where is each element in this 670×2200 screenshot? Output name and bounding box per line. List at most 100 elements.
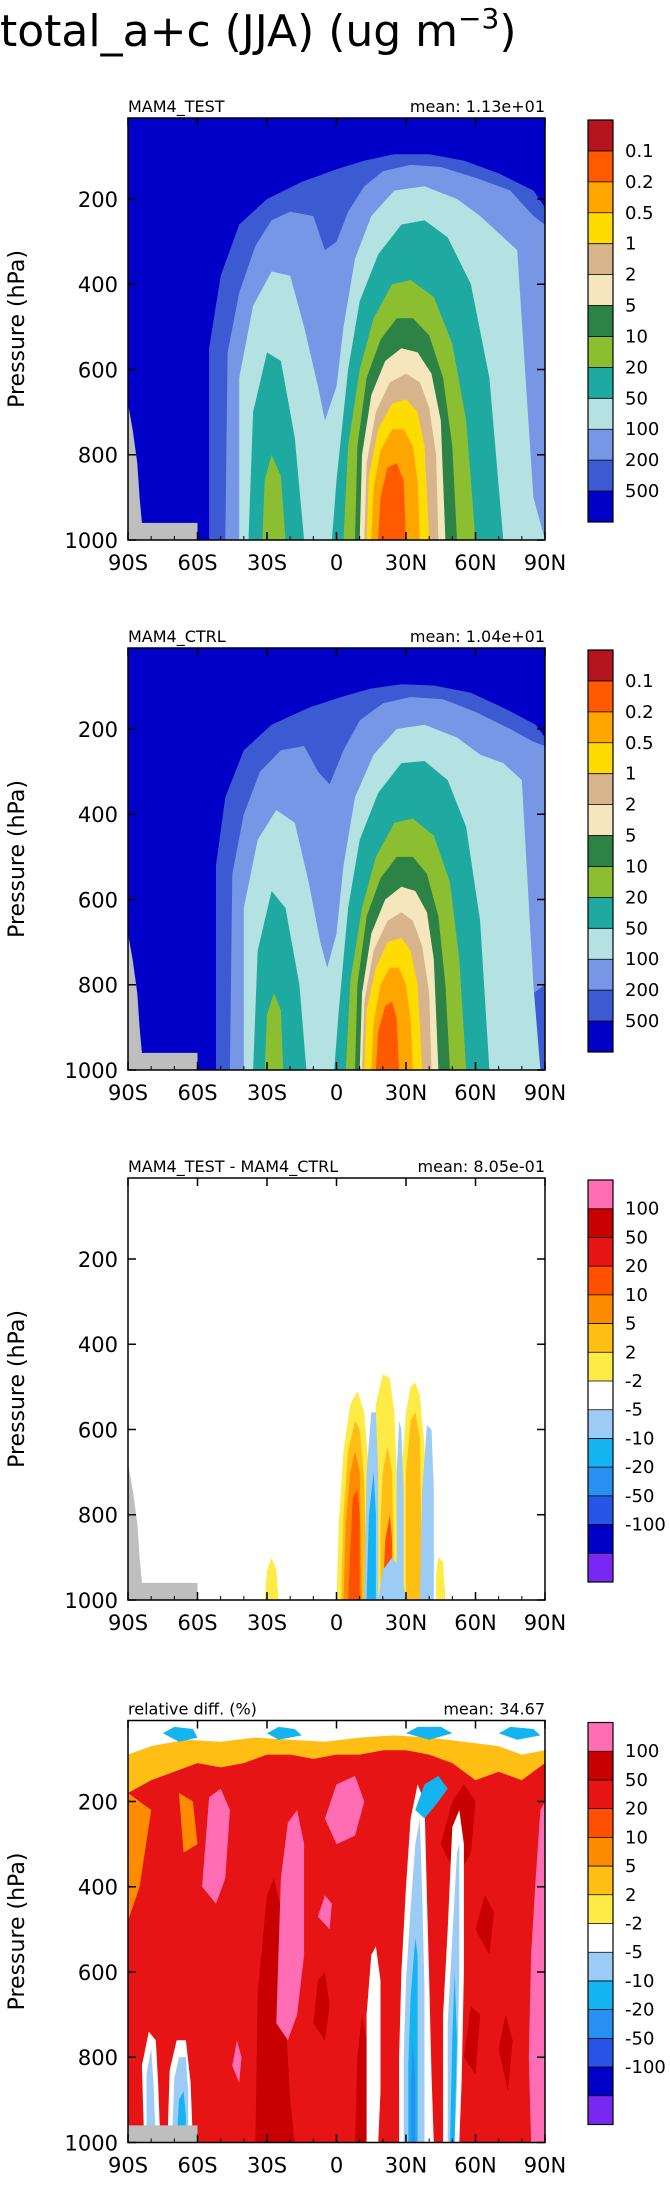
p3-title-left: relative diff. (%) xyxy=(128,1700,257,1719)
p3-contour-region-3 xyxy=(267,1726,302,1740)
panel-mam4-ctrl: 90S 60S 30S 0 30N 60N 90N 200 400 600 800 1000 Press… xyxy=(5,630,659,1105)
p2-colorbar-label-9: -20 xyxy=(625,1457,654,1478)
p3-contour-region-16 xyxy=(276,1810,305,2041)
p2-contour-field xyxy=(128,1178,545,1600)
p1-colorbar-label-0: 0.1 xyxy=(625,671,654,692)
p2-x-tick-label-4: 30N xyxy=(385,1611,427,1635)
p2-colorbar-swatch-13 xyxy=(588,1180,613,1210)
p0-colorbar-label-5: 5 xyxy=(625,296,636,317)
p2-x-tick-label-1: 60S xyxy=(177,1611,217,1635)
p2-contour-region-3 xyxy=(264,1557,279,1600)
p2-contour-region-14 xyxy=(419,1425,434,1600)
panel-relative-difference: 90S 60S 30S 0 30N 60N 90N 200 400 600 800 1000 Press… xyxy=(5,1700,666,2178)
p1-colorbar-label-9: 100 xyxy=(625,949,659,970)
p0-colorbar-swatch-5 xyxy=(588,336,613,368)
p2-colorbar-swatch-5 xyxy=(588,1409,613,1439)
p3-colorbar-label-4: 5 xyxy=(625,1856,636,1877)
p2-colorbar-label-2: 20 xyxy=(625,1256,648,1277)
p2-colorbar-swatch-12 xyxy=(588,1208,613,1238)
p2-colorbar-label-0: 100 xyxy=(625,1199,659,1220)
p2-x-tick-label-6: 90N xyxy=(524,1611,566,1635)
p2-contour-region-15 xyxy=(378,1557,406,1600)
p2-y-tick-label-2: 600 xyxy=(78,1418,118,1442)
p2-y-axis-label: Pressure (hPa) xyxy=(5,1310,30,1468)
p3-contour-region-14 xyxy=(498,2014,513,2092)
p0-y-tick-label-3: 800 xyxy=(78,444,118,468)
p2-colorbar-swatch-11 xyxy=(588,1237,613,1267)
p2-colorbar-label-10: -50 xyxy=(625,1486,654,1507)
p1-colorbar-frame xyxy=(587,649,614,1053)
p2-contour-region-12 xyxy=(366,1472,376,1600)
p0-colorbar-label-2: 0.5 xyxy=(625,203,654,224)
p3-contour-region-23 xyxy=(366,1946,381,2143)
p3-y-tick-label-4: 1000 xyxy=(65,2132,118,2156)
p1-x-tick-label-3: 0 xyxy=(330,1081,343,1105)
p1-y-tick-label-3: 800 xyxy=(78,974,118,998)
p0-colorbar-label-0: 0.1 xyxy=(625,141,654,162)
p3-x-tick-label-1: 60S xyxy=(177,2154,217,2178)
p1-colorbar-label-8: 50 xyxy=(625,918,648,939)
p3-colorbar-label-3: 10 xyxy=(625,1827,648,1848)
p1-colorbar-label-11: 500 xyxy=(625,1011,659,1032)
p2-colorbar-label-3: 10 xyxy=(625,1285,648,1306)
p1-y-tick-label-1: 400 xyxy=(78,803,118,827)
p3-contour-region-8 xyxy=(255,1878,295,2143)
p0-colorbar-frame xyxy=(587,119,614,523)
p3-contour-region-31 xyxy=(450,1972,457,2143)
p0-contour-region-10 xyxy=(378,463,406,540)
p3-colorbar-swatch-1 xyxy=(588,2067,613,2097)
p1-colorbar-label-7: 20 xyxy=(625,887,648,908)
p3-contour-region-12 xyxy=(475,1895,494,1955)
p0-colorbar-label-1: 0.2 xyxy=(625,172,654,193)
p2-colorbar-swatch-6 xyxy=(588,1381,613,1411)
p0-x-tick-label-1: 60S xyxy=(177,551,217,575)
p3-colorbar-label-7: -5 xyxy=(625,1942,643,1963)
p0-x-tick-label-5: 60N xyxy=(454,551,496,575)
p3-colorbar-label-10: -50 xyxy=(625,2028,654,2049)
p2-x-tick-label-0: 90S xyxy=(108,1611,148,1635)
p1-colorbar-swatch-9 xyxy=(588,742,613,774)
p3-colorbar-swatch-4 xyxy=(588,1980,613,2010)
p0-colorbar-swatch-1 xyxy=(588,460,613,492)
p2-colorbar-label-11: -100 xyxy=(625,1515,666,1536)
p2-x-tick-label-5: 60N xyxy=(454,1611,496,1635)
p3-colorbar-label-8: -10 xyxy=(625,1971,654,1992)
p1-colorbar-label-6: 10 xyxy=(625,856,648,877)
p3-contour-region-17 xyxy=(324,1775,365,1845)
p3-colorbar-swatch-10 xyxy=(588,1808,613,1838)
p2-missing-data-region xyxy=(128,1463,198,1600)
p1-y-tick-label-4: 1000 xyxy=(65,1059,118,1083)
p3-x-tick-label-2: 30S xyxy=(247,2154,287,2178)
p2-contour-region-7 xyxy=(406,1412,423,1600)
p3-y-axis-label: Pressure (hPa) xyxy=(5,1853,30,2011)
p0-colorbar-label-8: 50 xyxy=(625,388,648,409)
p2-colorbar-label-4: 5 xyxy=(625,1314,636,1335)
p3-colorbar-label-5: 2 xyxy=(625,1885,636,1906)
p2-contour-region-4 xyxy=(436,1557,446,1600)
p0-y-tick-label-0: 200 xyxy=(78,188,118,212)
p1-y-tick-label-2: 600 xyxy=(78,888,118,912)
p2-colorbar-swatch-9 xyxy=(588,1294,613,1324)
svg-text:total_a+c (JJA) (ug m−3): total_a+c (JJA) (ug m−3) xyxy=(0,2,517,57)
p1-colorbar-swatch-6 xyxy=(588,835,613,867)
p1-x-tick-label-5: 60N xyxy=(454,1081,496,1105)
p3-colorbar-swatch-7 xyxy=(588,1894,613,1924)
p0-missing-data-region xyxy=(128,403,198,540)
p3-colorbar-label-2: 20 xyxy=(625,1799,648,1820)
p2-colorbar-label-6: -2 xyxy=(625,1371,643,1392)
p0-colorbar-label-3: 1 xyxy=(625,234,636,255)
p3-contour-region-13 xyxy=(463,2006,481,2075)
p1-missing-data-region xyxy=(128,933,198,1070)
p3-y-tick-label-1: 400 xyxy=(78,1876,118,1900)
p1-colorbar-swatch-4 xyxy=(588,897,613,929)
p1-colorbar-swatch-10 xyxy=(588,711,613,744)
p0-x-tick-label-2: 30S xyxy=(247,551,287,575)
p1-x-tick-label-0: 90S xyxy=(108,1081,148,1105)
p0-colorbar-swatch-9 xyxy=(588,212,613,244)
p0-y-axis-label: Pressure (hPa) xyxy=(5,250,30,408)
p0-colorbar-label-11: 500 xyxy=(625,481,659,502)
p0-y-tick-label-1: 400 xyxy=(78,273,118,297)
p0-colorbar-swatch-6 xyxy=(588,305,613,337)
p3-colorbar-swatch-0 xyxy=(588,2095,613,2125)
p2-y-tick-label-3: 800 xyxy=(78,1504,118,1528)
